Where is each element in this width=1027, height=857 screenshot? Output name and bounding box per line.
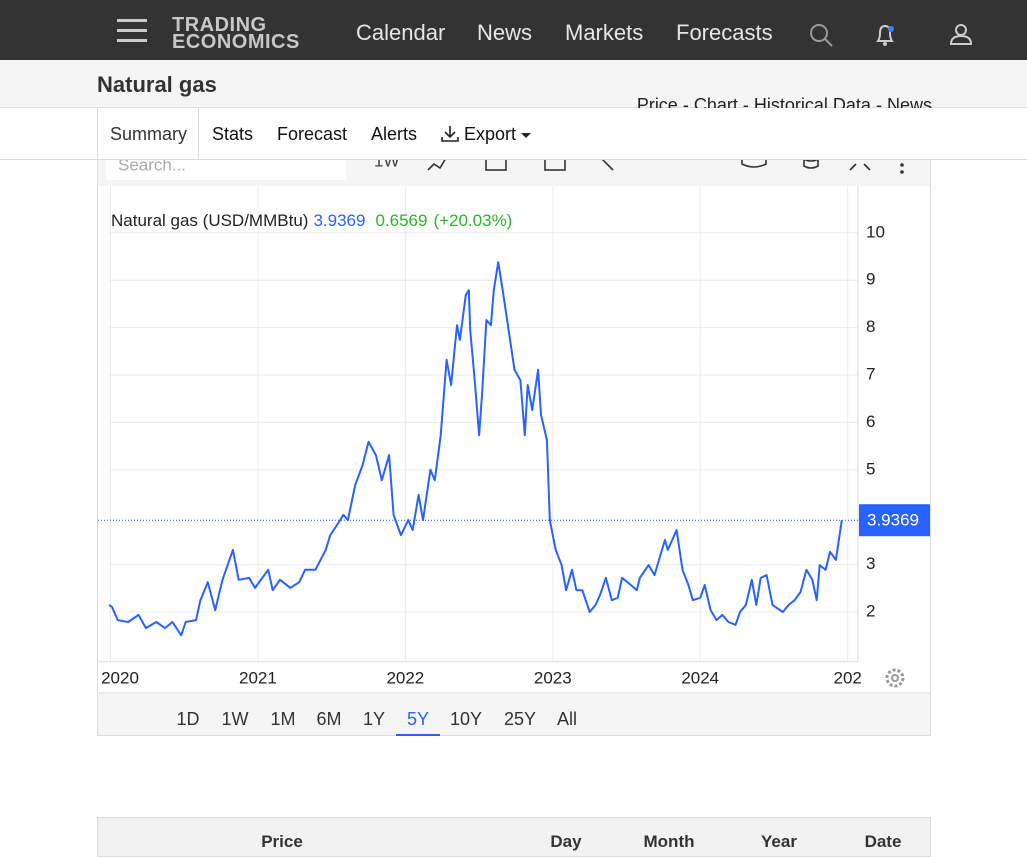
add-icon[interactable] <box>544 160 566 171</box>
y-tick-label: 5 <box>866 459 875 478</box>
range-button[interactable]: 1D <box>176 709 200 729</box>
legend-name: Natural gas (USD/MMBtu) <box>111 211 308 230</box>
search-placeholder: Search... <box>118 160 186 174</box>
active-range-underline <box>396 734 440 736</box>
active-tab-box <box>97 107 199 159</box>
table-header: Day <box>550 832 582 851</box>
toolbar-icons <box>427 160 871 171</box>
y-tick-label: 10 <box>866 222 885 241</box>
separator: - <box>875 95 882 115</box>
range-button[interactable]: 5Y <box>406 709 430 729</box>
price-table-header: Price Day Month Year Date <box>97 817 931 857</box>
chart-type-icon[interactable] <box>427 160 446 171</box>
calendar-icon[interactable] <box>485 160 507 171</box>
table-header: Month <box>643 832 695 851</box>
download-icon[interactable] <box>440 124 460 144</box>
draw-icon[interactable] <box>601 160 614 171</box>
legend-change-percent: (+20.03%) <box>433 211 512 230</box>
x-tick-label: 2021 <box>239 668 277 687</box>
caret <box>521 133 531 138</box>
y-tick-label: 6 <box>866 412 875 431</box>
page-title: Natural gas <box>97 72 217 97</box>
cloud-download-icon[interactable] <box>741 160 767 168</box>
y-tick-label: 9 <box>866 270 875 289</box>
tab[interactable]: Alerts <box>371 124 418 144</box>
chart-container: Search... 1W 2 3 5 6 7 8 9 10 2020 2021 2022 2023 20… <box>97 160 931 736</box>
nav-link[interactable]: News <box>477 20 533 45</box>
range-button[interactable]: All <box>556 709 578 729</box>
x-tick-label: 2022 <box>386 668 424 687</box>
y-tick-label: 3 <box>866 554 875 573</box>
legend: Natural gas (USD/MMBtu) 3.9369 0.6569 (+20.… <box>111 211 512 230</box>
x-tick-label: 2023 <box>534 668 572 687</box>
x-tick-label: 202 <box>833 668 861 687</box>
range-button[interactable]: 6M <box>316 709 342 729</box>
range-button[interactable]: 25Y <box>503 709 537 729</box>
last-price-badge <box>859 504 930 537</box>
nav-link[interactable]: Forecasts <box>676 20 773 45</box>
range-button[interactable]: 1Y <box>362 709 386 729</box>
range-button[interactable]: 10Y <box>449 709 483 729</box>
more-icon[interactable] <box>900 160 904 174</box>
legend-price: 3.9369 <box>313 211 365 230</box>
user-icon[interactable] <box>948 22 976 50</box>
chart: Search... 1W 2 3 5 6 7 8 9 10 2020 2021 2022 2023 20… <box>98 160 930 694</box>
database-icon-body <box>803 160 819 169</box>
fullscreen-icon[interactable] <box>849 163 871 171</box>
range-button[interactable]: 1M <box>270 709 296 729</box>
nav-link[interactable]: Markets <box>565 20 644 45</box>
legend-change: 0.6569 <box>375 211 427 230</box>
y-tick-label: 2 <box>866 602 875 621</box>
range-button[interactable]: 1W <box>221 709 249 729</box>
tab[interactable]: Export <box>464 124 517 144</box>
menu-icon[interactable] <box>117 18 149 44</box>
database-icon[interactable] <box>804 160 818 162</box>
search-icon[interactable] <box>808 22 836 50</box>
settings-icon[interactable] <box>885 668 905 688</box>
interval-button[interactable]: 1W <box>374 160 400 170</box>
x-tick-label: 2024 <box>681 668 719 687</box>
table-header: Year <box>761 832 797 851</box>
price-line <box>108 261 843 637</box>
tab[interactable]: Summary <box>110 124 188 144</box>
plot-background <box>98 186 930 693</box>
table-header: Price <box>261 832 303 851</box>
separator: - <box>682 95 689 115</box>
search-box[interactable] <box>106 160 346 180</box>
tab[interactable]: Forecast <box>277 124 348 144</box>
separator: - <box>742 95 749 115</box>
x-tick-label: 2020 <box>101 668 139 687</box>
nav-link[interactable]: Calendar <box>356 20 446 45</box>
tab-bar: Summary Stats Forecast Alerts Export <box>0 107 1027 160</box>
bell-icon[interactable] <box>872 22 900 50</box>
table-header: Date <box>864 832 902 851</box>
tab[interactable]: Stats <box>212 124 254 144</box>
y-tick-label: 8 <box>866 317 875 336</box>
last-price-label: 3.9369 <box>867 511 919 530</box>
logo-bottom[interactable]: ECONOMICS <box>172 31 300 53</box>
sub-header: Natural gas Price - Chart - Historical D… <box>0 60 1027 115</box>
top-nav: TRADING ECONOMICS Calendar News Markets … <box>0 0 1027 60</box>
y-tick-label: 7 <box>866 364 875 383</box>
logo-top[interactable]: TRADING <box>172 14 267 36</box>
